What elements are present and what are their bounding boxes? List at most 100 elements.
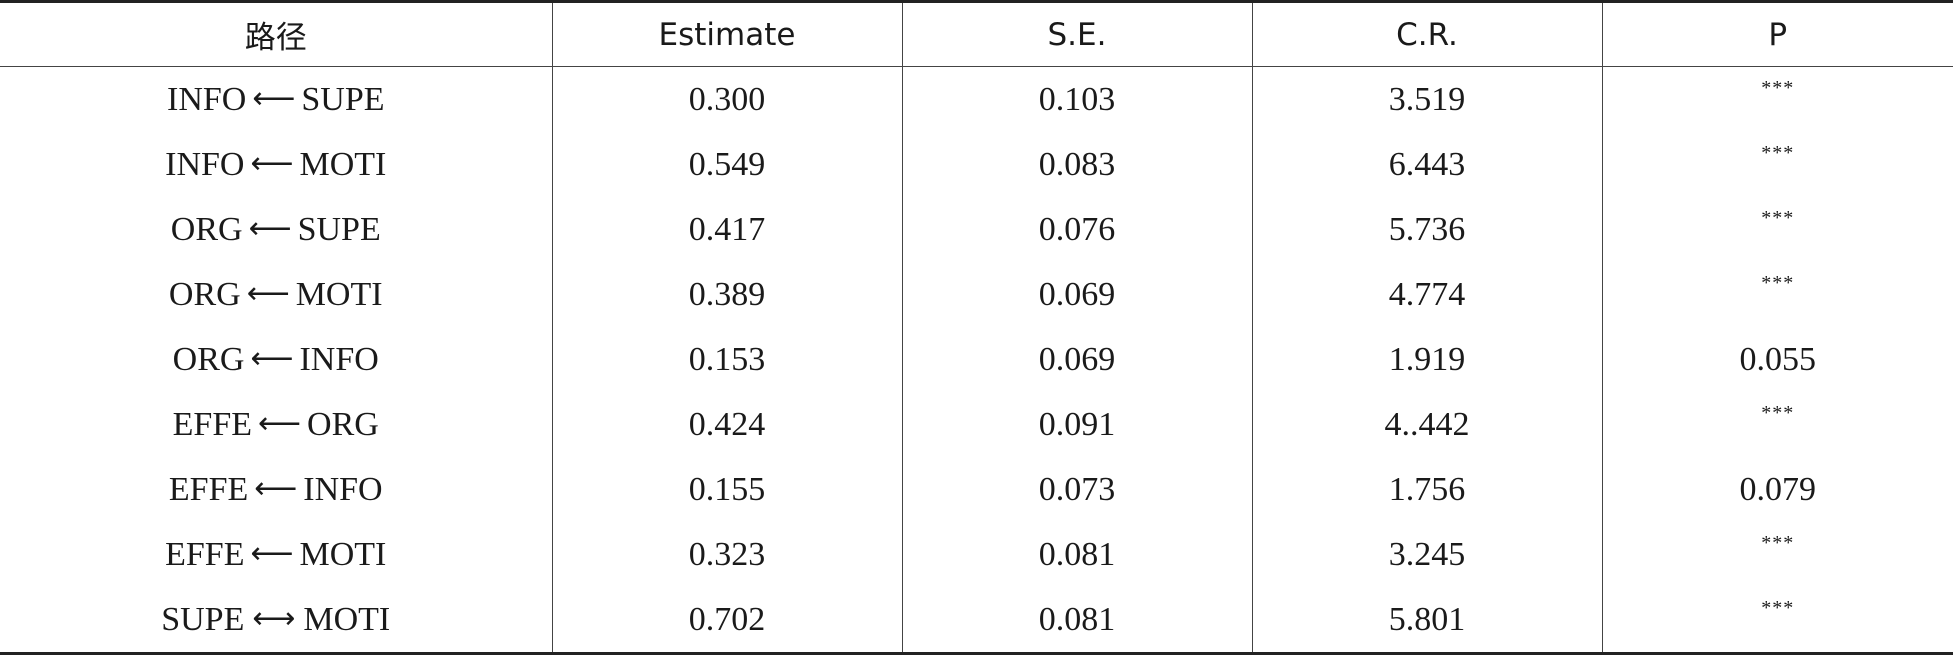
path-to: MOTI <box>303 600 391 638</box>
cr-cell: 1.756 <box>1251 457 1602 522</box>
estimate-cell: 0.424 <box>551 392 902 457</box>
table-body: INFO ⟵ SUPE 0.300 0.103 3.519 *** INFO ⟵ MOT… <box>0 66 1953 654</box>
p-cell: *** <box>1601 132 1953 197</box>
path-from: EFFE <box>168 470 249 508</box>
se-cell: 0.069 <box>901 327 1252 392</box>
p-value: *** <box>1761 596 1795 619</box>
p-cell: *** <box>1601 197 1953 262</box>
path-arrow-icon: ⟵ <box>258 405 302 441</box>
se-cell: 0.069 <box>901 262 1252 327</box>
path-cell: ORG ⟵ MOTI <box>0 262 552 327</box>
se-cell: 0.081 <box>901 587 1252 654</box>
path-arrow-icon: ⟵ <box>252 80 296 116</box>
p-cell: 0.055 <box>1601 327 1953 392</box>
path-cell: EFFE ⟵ INFO <box>0 457 552 522</box>
header-cr: C.R. <box>1251 1 1602 67</box>
estimate-cell: 0.153 <box>551 327 902 392</box>
path-cell: EFFE ⟵ MOTI <box>0 522 552 587</box>
table-row: EFFE ⟵ INFO 0.155 0.073 1.756 0.079 <box>0 457 1953 522</box>
cr-cell: 6.443 <box>1251 132 1602 197</box>
p-cell: *** <box>1601 66 1953 132</box>
cr-cell: 4..442 <box>1251 392 1602 457</box>
p-cell: *** <box>1601 522 1953 587</box>
path-to: INFO <box>299 340 379 378</box>
p-value: 0.055 <box>1739 340 1817 378</box>
estimate-cell: 0.323 <box>551 522 902 587</box>
path-arrow-icon: ⟵ <box>250 535 294 571</box>
path-to: ORG <box>307 405 379 443</box>
se-cell: 0.091 <box>901 392 1252 457</box>
p-value: 0.079 <box>1739 470 1817 508</box>
path-to: MOTI <box>299 145 387 183</box>
header-se: S.E. <box>901 1 1252 67</box>
path-from: ORG <box>170 210 243 248</box>
estimate-cell: 0.549 <box>551 132 902 197</box>
path-cell: ORG ⟵ SUPE <box>0 197 552 262</box>
p-cell: *** <box>1601 262 1953 327</box>
table-row: EFFE ⟵ ORG 0.424 0.091 4..442 *** <box>0 392 1953 457</box>
path-to: MOTI <box>299 535 387 573</box>
se-cell: 0.076 <box>901 197 1252 262</box>
path-to: INFO <box>303 470 383 508</box>
table-row: SUPE ⟷ MOTI 0.702 0.081 5.801 *** <box>0 587 1953 654</box>
cr-cell: 3.245 <box>1251 522 1602 587</box>
p-value: *** <box>1761 401 1795 424</box>
estimate-cell: 0.155 <box>551 457 902 522</box>
header-estimate: Estimate <box>551 1 902 67</box>
cr-cell: 4.774 <box>1251 262 1602 327</box>
path-to: SUPE <box>297 210 381 248</box>
path-from: ORG <box>172 340 245 378</box>
cr-cell: 5.736 <box>1251 197 1602 262</box>
se-cell: 0.103 <box>901 66 1252 132</box>
table-row: ORG ⟵ SUPE 0.417 0.076 5.736 *** <box>0 197 1953 262</box>
p-cell: 0.079 <box>1601 457 1953 522</box>
p-value: *** <box>1761 141 1795 164</box>
path-arrow-icon: ⟵ <box>248 210 292 246</box>
path-from: INFO <box>167 80 247 118</box>
se-cell: 0.083 <box>901 132 1252 197</box>
path-cell: SUPE ⟷ MOTI <box>0 587 552 654</box>
header-row: 路径 Estimate S.E. C.R. P <box>0 1 1953 67</box>
p-value: *** <box>1761 206 1795 229</box>
path-to: MOTI <box>295 275 383 313</box>
estimate-cell: 0.417 <box>551 197 902 262</box>
table-row: ORG ⟵ INFO 0.153 0.069 1.919 0.055 <box>0 327 1953 392</box>
estimate-cell: 0.300 <box>551 66 902 132</box>
path-arrow-icon: ⟷ <box>252 600 296 636</box>
path-from: EFFE <box>165 535 245 573</box>
path-from: INFO <box>165 145 245 183</box>
path-arrow-icon: ⟵ <box>254 470 298 506</box>
path-to: SUPE <box>301 80 385 118</box>
cr-cell: 3.519 <box>1251 66 1602 132</box>
path-cell: INFO ⟵ MOTI <box>0 132 552 197</box>
path-arrow-icon: ⟵ <box>246 275 290 311</box>
table-header: 路径 Estimate S.E. C.R. P <box>0 1 1953 67</box>
table-row: ORG ⟵ MOTI 0.389 0.069 4.774 *** <box>0 262 1953 327</box>
header-p: P <box>1601 1 1953 67</box>
table-row: INFO ⟵ MOTI 0.549 0.083 6.443 *** <box>0 132 1953 197</box>
path-from: ORG <box>168 275 241 313</box>
p-value: *** <box>1761 271 1795 294</box>
p-value: *** <box>1761 76 1795 99</box>
path-cell: EFFE ⟵ ORG <box>0 392 552 457</box>
estimate-cell: 0.702 <box>551 587 902 654</box>
estimate-cell: 0.389 <box>551 262 902 327</box>
path-cell: ORG ⟵ INFO <box>0 327 552 392</box>
table-row: INFO ⟵ SUPE 0.300 0.103 3.519 *** <box>0 66 1953 133</box>
table-row: EFFE ⟵ MOTI 0.323 0.081 3.245 *** <box>0 522 1953 587</box>
p-cell: *** <box>1601 587 1953 654</box>
path-arrow-icon: ⟵ <box>250 340 294 376</box>
path-cell: INFO ⟵ SUPE <box>0 67 552 133</box>
se-cell: 0.073 <box>901 457 1252 522</box>
cr-cell: 5.801 <box>1251 587 1602 654</box>
cr-cell: 1.919 <box>1251 327 1602 392</box>
se-cell: 0.081 <box>901 522 1252 587</box>
p-cell: *** <box>1601 392 1953 457</box>
header-path: 路径 <box>0 1 552 67</box>
path-from: EFFE <box>172 405 253 443</box>
path-arrow-icon: ⟵ <box>250 145 294 181</box>
p-value: *** <box>1761 531 1795 554</box>
path-from: SUPE <box>161 600 245 638</box>
